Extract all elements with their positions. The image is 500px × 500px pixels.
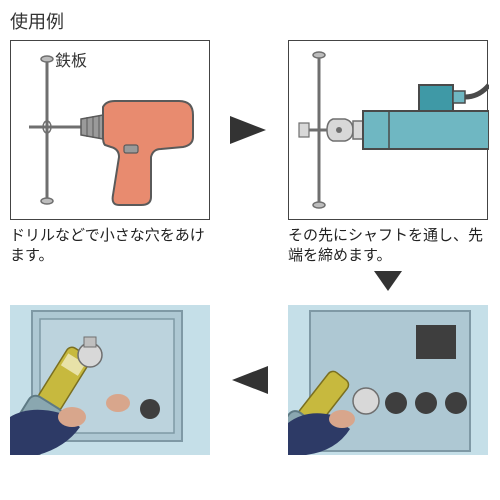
photo-row — [10, 305, 490, 455]
drill-illustration — [11, 41, 211, 221]
panel-drill: 鉄板 — [10, 40, 210, 220]
arrow-down-icon — [368, 269, 408, 293]
tool-illustration — [289, 41, 489, 221]
down-arrow-row — [10, 267, 490, 295]
arrow-right — [210, 40, 288, 220]
illustration-row: 鉄板 — [10, 40, 490, 220]
arrow-left-icon — [226, 360, 272, 400]
arrow-left — [210, 305, 288, 455]
photo-step3 — [288, 305, 488, 455]
photo-step4 — [10, 305, 210, 455]
heading: 使用例 — [10, 8, 490, 34]
iron-plate-label: 鉄板 — [55, 47, 87, 71]
caption-right: その先にシャフトを通し、先端を締めます。 — [288, 226, 488, 267]
arrow-right-icon — [226, 110, 272, 150]
caption-left: ドリルなどで小さな穴をあけます。 — [10, 226, 210, 267]
caption-row: ドリルなどで小さな穴をあけます。 その先にシャフトを通し、先端を締めます。 — [10, 226, 490, 267]
panel-tool — [288, 40, 488, 220]
